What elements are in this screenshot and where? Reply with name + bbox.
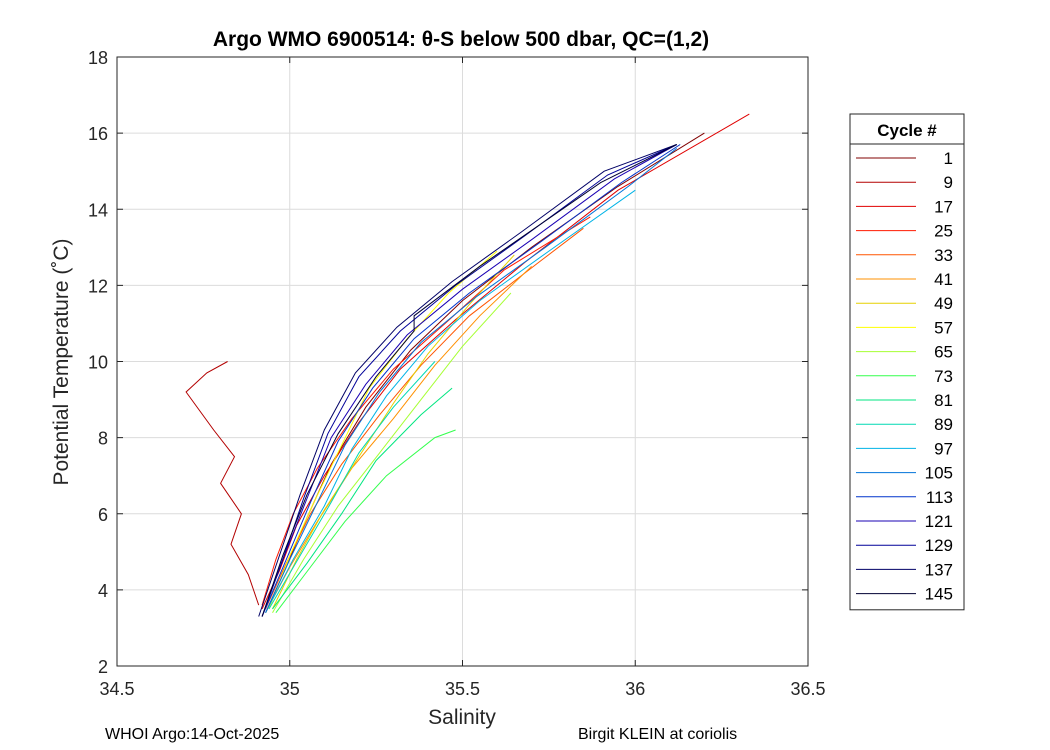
- y-tick-label: 8: [98, 429, 108, 449]
- legend-label-cycle-121: 121: [925, 512, 953, 531]
- y-tick-label: 16: [88, 124, 108, 144]
- series-line-cycle-145: [261, 144, 677, 617]
- series-line-cycle-33: [265, 227, 584, 610]
- legend-label-cycle-97: 97: [934, 439, 953, 458]
- footer-left: WHOI Argo:14-Oct-2025: [105, 726, 280, 743]
- legend-label-cycle-41: 41: [934, 270, 953, 289]
- legend-label-cycle-129: 129: [925, 536, 953, 555]
- legend-label-cycle-137: 137: [925, 560, 953, 579]
- legend-label-cycle-49: 49: [934, 294, 953, 313]
- series-line-cycle-17: [261, 113, 750, 610]
- legend-label-cycle-81: 81: [934, 391, 953, 410]
- legend-label-cycle-113: 113: [926, 488, 953, 507]
- legend-label-cycle-17: 17: [934, 197, 953, 216]
- series-line-cycle-137: [258, 144, 677, 617]
- legend-label-cycle-1: 1: [944, 149, 953, 168]
- series-line-cycle-41: [265, 265, 532, 613]
- series-line-cycle-73: [275, 429, 456, 614]
- grid-lines: [117, 57, 808, 666]
- y-tick-label: 18: [88, 48, 108, 68]
- x-tick-label: 36: [625, 679, 645, 699]
- series-line-cycle-81: [272, 387, 453, 610]
- x-tick-label: 35.5: [445, 679, 480, 699]
- legend-label-cycle-25: 25: [934, 222, 953, 241]
- legend-label-cycle-33: 33: [934, 246, 953, 265]
- legend-label-cycle-89: 89: [934, 415, 953, 434]
- legend-label-cycle-73: 73: [934, 367, 953, 386]
- legend-label-cycle-145: 145: [925, 585, 953, 604]
- x-tick-label: 34.5: [99, 679, 134, 699]
- legend-box: [849, 113, 965, 611]
- legend: Cycle # 1 9 17 25 33 41 49 57 65 73 81 89 97 105 113 121…: [849, 113, 965, 611]
- series-line-cycle-121: [261, 144, 677, 617]
- data-series-group: [185, 113, 750, 617]
- x-tick-label: 35: [280, 679, 300, 699]
- series-line-cycle-89: [268, 361, 436, 610]
- series-line-cycle-9: [185, 361, 260, 606]
- y-tick-label: 2: [98, 657, 108, 677]
- y-tick-label: 14: [88, 200, 108, 220]
- legend-title: Cycle #: [877, 121, 937, 140]
- x-axis-label: Salinity: [428, 706, 496, 729]
- legend-label-cycle-105: 105: [925, 464, 953, 483]
- series-line-cycle-65: [272, 292, 512, 613]
- x-tick-label: 36.5: [790, 679, 825, 699]
- footer-right: Birgit KLEIN at coriolis: [578, 726, 738, 743]
- legend-label-cycle-65: 65: [934, 343, 953, 362]
- y-tick-label: 6: [98, 505, 108, 525]
- series-line-cycle-113: [261, 144, 681, 617]
- axis-ticks: 34.5 35 35.5 36 36.5 2 4 6 8 10 12 14 16 18: [88, 48, 826, 699]
- y-tick-label: 12: [88, 276, 108, 296]
- chart-title: Argo WMO 6900514: θ-S below 500 dbar, QC…: [213, 28, 709, 51]
- y-tick-label: 4: [98, 581, 108, 601]
- y-axis-label: Potential Temperature (˚C): [50, 238, 73, 485]
- legend-label-cycle-9: 9: [944, 173, 953, 192]
- y-tick-label: 10: [88, 353, 108, 373]
- legend-label-cycle-57: 57: [934, 318, 953, 337]
- series-line-cycle-97: [265, 189, 636, 613]
- series-line-cycle-105: [265, 148, 678, 613]
- series-line-cycle-57: [268, 250, 498, 610]
